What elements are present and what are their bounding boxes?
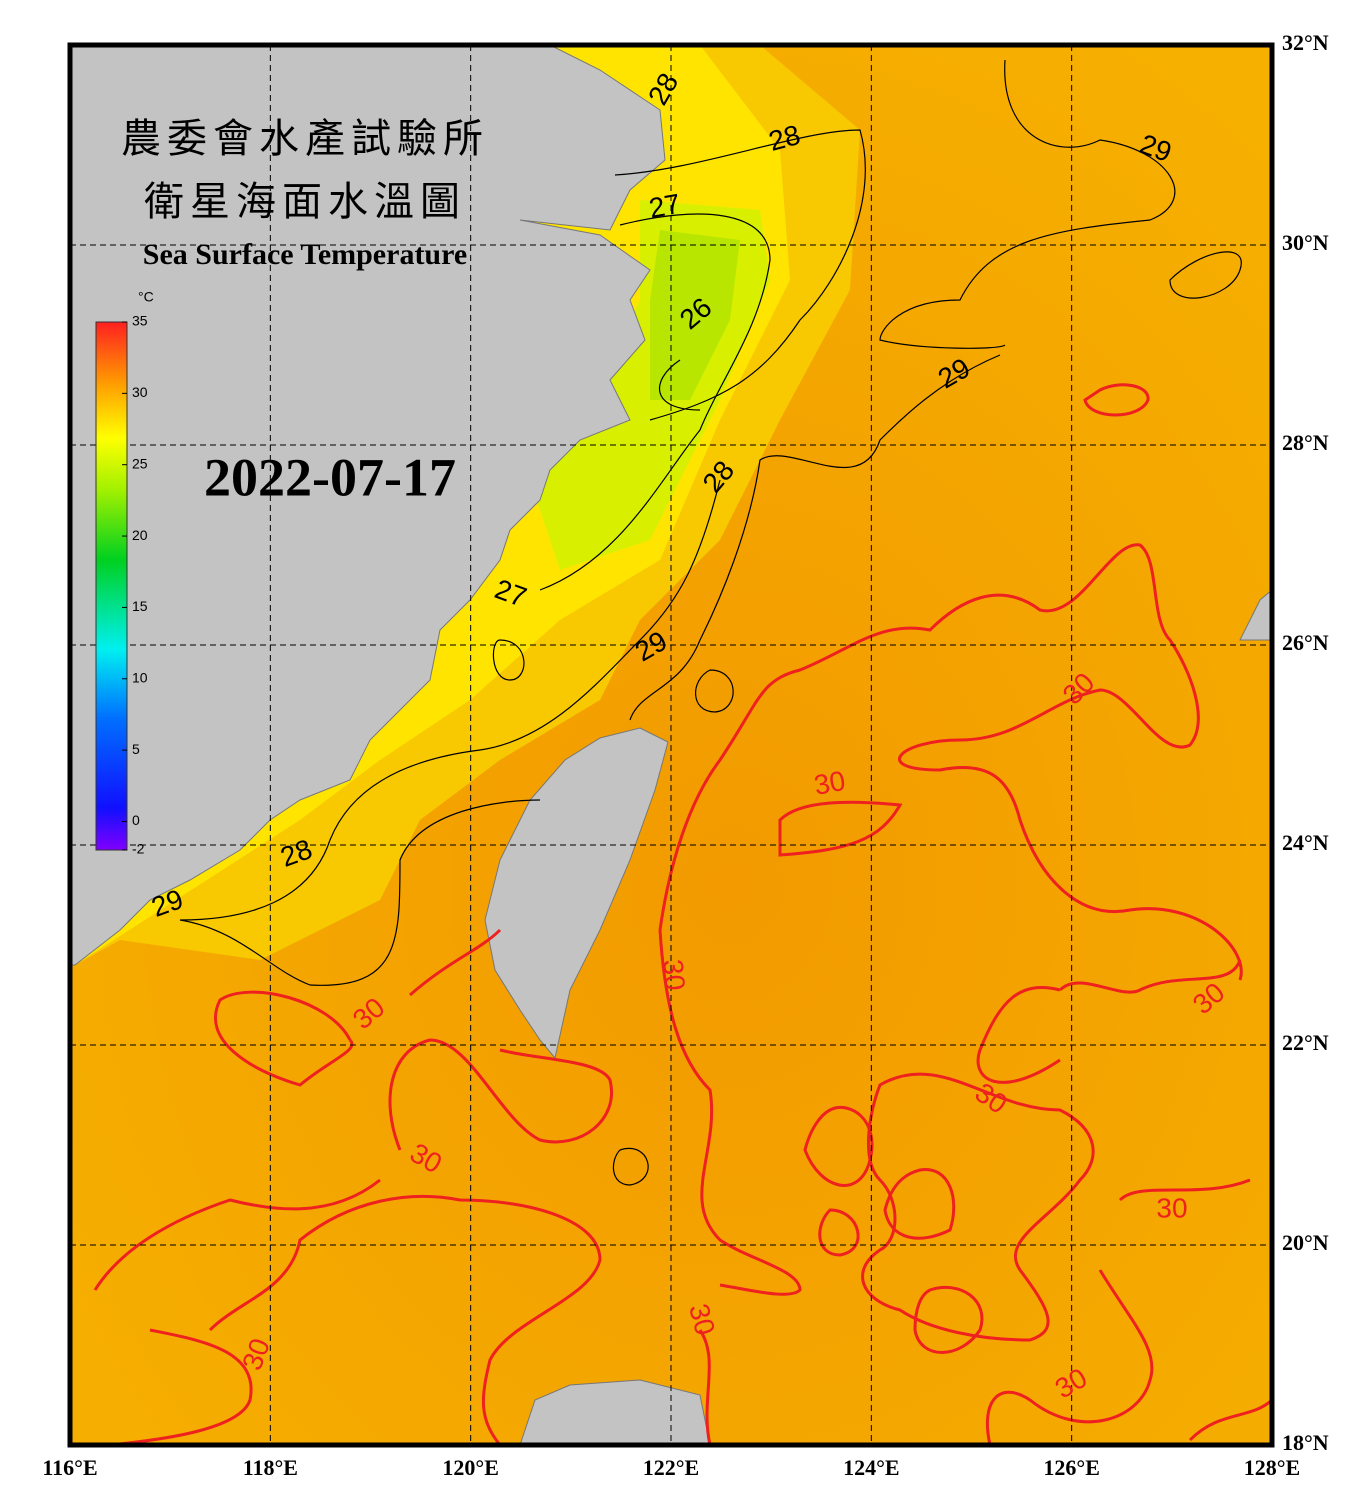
map-frame [67, 42, 1275, 1448]
china-coast [70, 45, 666, 966]
contour-label: 30 [657, 958, 691, 992]
lon-tick-label: 122°E [643, 1455, 699, 1480]
luzon [519, 1379, 711, 1445]
colorbar-tick-label: 0 [132, 812, 140, 828]
title-zh-1: 農委會水產試驗所 [121, 116, 489, 162]
colorbar: -2 0 5 10 15 20 25 30 35 [95, 313, 148, 857]
lat-tick-label: 28°N [1282, 430, 1329, 455]
colorbar-tick-label: 15 [132, 598, 148, 614]
ryukyu [1239, 589, 1272, 641]
contour-label: 30 [1156, 1192, 1187, 1223]
lon-tick-label: 126°E [1043, 1455, 1099, 1480]
colorbar-tick-label: 35 [132, 313, 148, 329]
colorbar-tick-label: 25 [132, 455, 148, 471]
contours-black [179, 59, 1242, 1186]
lat-tick-label: 20°N [1282, 1230, 1329, 1255]
lon-tick-label: 124°E [843, 1455, 899, 1480]
colorbar-tick-label: 30 [132, 384, 148, 400]
date: 2022-07-17 [204, 447, 456, 507]
lon-tick-label: 120°E [442, 1455, 498, 1480]
lat-tick-label: 18°N [1282, 1430, 1329, 1455]
colorbar-ramp [95, 321, 128, 851]
lat-tick-label: 26°N [1282, 630, 1329, 655]
colorbar-tick-label: 10 [132, 669, 148, 685]
colorbar-tick-label: 5 [132, 741, 140, 757]
colorbar-unit: °C [138, 289, 154, 305]
taiwan [484, 727, 669, 1060]
title-en: Sea Surface Temperature [143, 238, 467, 271]
cool-core [650, 230, 740, 400]
title-zh-2: 衛星海面水溫圖 [144, 179, 466, 225]
lon-tick-label: 118°E [243, 1455, 298, 1480]
contour-label: 30 [812, 765, 848, 801]
lat-tick-label: 32°N [1282, 30, 1329, 55]
lat-tick-label: 22°N [1282, 1030, 1329, 1055]
lat-tick-label: 24°N [1282, 830, 1329, 855]
colorbar-tick-label: -2 [132, 841, 145, 857]
lat-tick-label: 30°N [1282, 230, 1329, 255]
lon-tick-label: 116°E [42, 1455, 97, 1480]
map-area [70, 45, 1272, 1445]
contours-red [93, 383, 1272, 1445]
colorbar-tick-label: 20 [132, 527, 148, 543]
lon-tick-label: 128°E [1244, 1455, 1300, 1480]
grid [70, 45, 1272, 1445]
contour-label: 27 [647, 188, 683, 224]
